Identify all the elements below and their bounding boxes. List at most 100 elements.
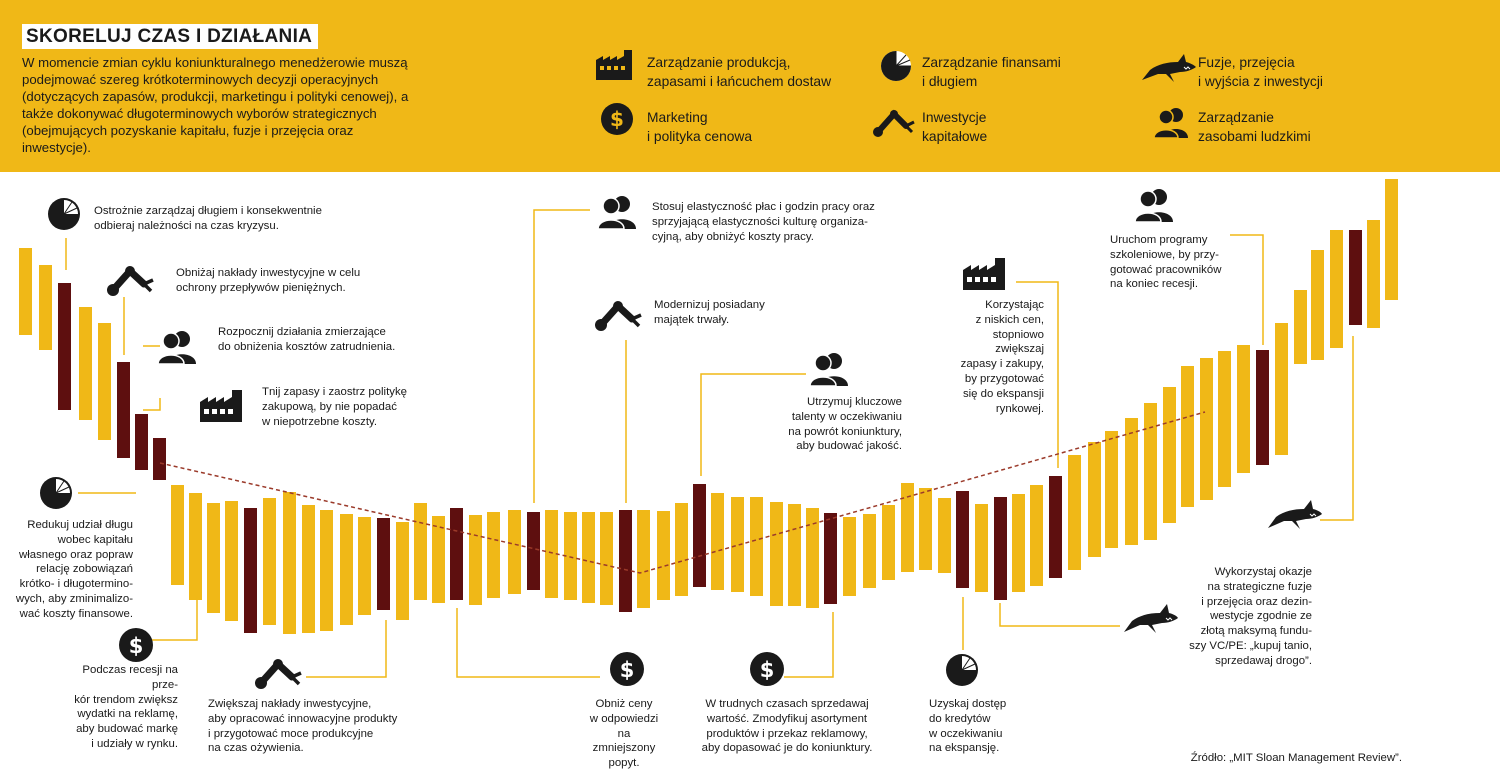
bar-yellow	[975, 504, 988, 592]
bar-maroon	[117, 362, 130, 458]
note-increase-capex: Zwiększaj nakłady inwestycyjne, aby oprac…	[208, 698, 398, 755]
note-strategic-mergers: Wykorzystaj okazje na strategiczne fuzje i…	[1189, 566, 1312, 667]
note-sell-value: W trudnych czasach sprzedawaj wartość. Zm…	[701, 698, 873, 755]
bar-yellow	[1030, 485, 1043, 586]
bar-yellow	[919, 488, 932, 570]
bar-maroon	[619, 510, 632, 612]
bar-yellow	[1105, 431, 1118, 548]
connector-line	[143, 398, 161, 411]
page-title: SKORELUJ CZAS I DZIAŁANIA	[22, 24, 319, 49]
bar-yellow	[901, 483, 914, 572]
bar-yellow	[1385, 179, 1398, 300]
legend-marketing: Marketing i polityka cenowa	[647, 110, 753, 144]
shark-icon	[1142, 54, 1196, 82]
bar-yellow	[600, 512, 613, 605]
bar-maroon	[693, 484, 706, 587]
robotic-arm-icon	[107, 266, 154, 296]
bar-yellow	[1275, 323, 1288, 455]
bar-yellow	[320, 510, 333, 631]
bar-yellow	[938, 498, 951, 573]
bar-yellow	[1218, 351, 1231, 487]
legend-investment: Inwestycje kapitałowe	[922, 110, 988, 144]
source-credit: Źródło: „MIT Sloan Management Review”.	[1190, 752, 1402, 764]
people-icon	[597, 196, 636, 230]
connector-line	[999, 603, 1120, 627]
bar-yellow	[1181, 366, 1194, 507]
bar-yellow	[1012, 494, 1025, 592]
connector-line	[784, 612, 834, 678]
note-access-credit: Uzyskaj dostęp do kredytów w oczekiwaniu na…	[929, 698, 1007, 755]
bar-yellow	[843, 517, 856, 596]
bar-yellow	[882, 505, 895, 580]
bar-maroon	[824, 513, 837, 604]
legend-finance: Zarządzanie finansami i długiem	[922, 55, 1061, 89]
robotic-arm-icon	[595, 301, 642, 331]
bar-yellow	[302, 505, 315, 633]
legend-hr: Zarządzanie zasobami ludzkimi	[1198, 110, 1311, 144]
bar-maroon	[527, 512, 540, 590]
pie-chart-icon	[946, 654, 978, 686]
factory-icon	[963, 258, 1005, 290]
bar-yellow	[1311, 250, 1324, 360]
bar-maroon	[135, 414, 148, 470]
note-cut-capex: Obniżaj nakłady inwestycyjne w celu ochro…	[176, 267, 361, 294]
bar-yellow	[1237, 345, 1250, 473]
robotic-arm-icon	[873, 109, 915, 137]
note-lower-prices: Obniż ceny w odpowiedzi na zmniejszony popy…	[589, 698, 659, 770]
bar-yellow	[283, 492, 296, 634]
bar-yellow	[1294, 290, 1307, 364]
dollar-coin-icon: $	[610, 652, 644, 686]
bar-yellow	[1200, 358, 1213, 500]
bar-yellow	[770, 502, 783, 606]
note-debt-management: Ostrożnie zarządzaj długiem i konsekwent…	[94, 205, 322, 232]
bar-yellow	[432, 516, 445, 603]
people-icon	[1154, 108, 1188, 138]
trend-line-dashed	[159, 411, 1206, 574]
bar-yellow	[788, 504, 801, 606]
dollar-coin-icon: $	[119, 628, 153, 662]
bar-yellow	[637, 510, 650, 608]
intro-text: W momencie zmian cyklu koniunkturalnego …	[22, 55, 409, 155]
bar-yellow	[263, 498, 276, 625]
bar-yellow	[731, 497, 744, 592]
bar-yellow	[39, 265, 52, 350]
bar-yellow	[19, 248, 32, 335]
bar-yellow	[171, 485, 184, 585]
shark-icon	[1124, 604, 1178, 633]
bar-yellow	[508, 510, 521, 594]
trend-line	[159, 411, 1206, 574]
people-icon	[1134, 189, 1173, 223]
connector-line	[1230, 234, 1264, 345]
bar-maroon	[244, 508, 257, 633]
robotic-arm-icon	[255, 659, 302, 689]
note-cut-inventory: Tnij zapasy i zaostrz politykę zakupową, …	[262, 386, 407, 428]
bar-yellow	[358, 517, 371, 615]
connector-line	[1320, 336, 1354, 521]
bar-maroon	[58, 283, 71, 410]
note-icons: $ $ $	[40, 189, 1322, 689]
connector-lines	[65, 209, 1354, 678]
bar-yellow	[340, 514, 353, 625]
bar-yellow	[711, 493, 724, 590]
bar-yellow	[806, 508, 819, 608]
people-icon	[809, 353, 848, 387]
connector-line	[700, 373, 806, 476]
bar-yellow	[189, 493, 202, 600]
bar-maroon	[956, 491, 969, 588]
bar-yellow	[1163, 387, 1176, 523]
note-reduce-debt: Redukuj udział długu wobec kapitału własne…	[15, 519, 133, 620]
cycle-bars	[19, 179, 1398, 634]
bar-yellow	[564, 512, 577, 600]
note-training-programs: Uruchom programy szkoleniowe, by przy-got…	[1110, 234, 1222, 291]
bar-yellow	[225, 501, 238, 621]
note-modernize-assets: Modernizuj posiadany majątek trwały.	[654, 299, 765, 326]
bar-yellow	[396, 522, 409, 620]
bar-maroon	[994, 497, 1007, 600]
people-icon	[157, 331, 196, 365]
bar-maroon	[377, 518, 390, 610]
bar-maroon	[1349, 230, 1362, 325]
note-flexible-wages: Stosuj elastyczność płac i godzin pracy …	[652, 201, 875, 243]
legend-mergers: Fuzje, przejęcia i wyjścia z inwestycji	[1198, 55, 1323, 89]
connector-line	[306, 620, 387, 678]
svg-text:$: $	[129, 634, 144, 658]
